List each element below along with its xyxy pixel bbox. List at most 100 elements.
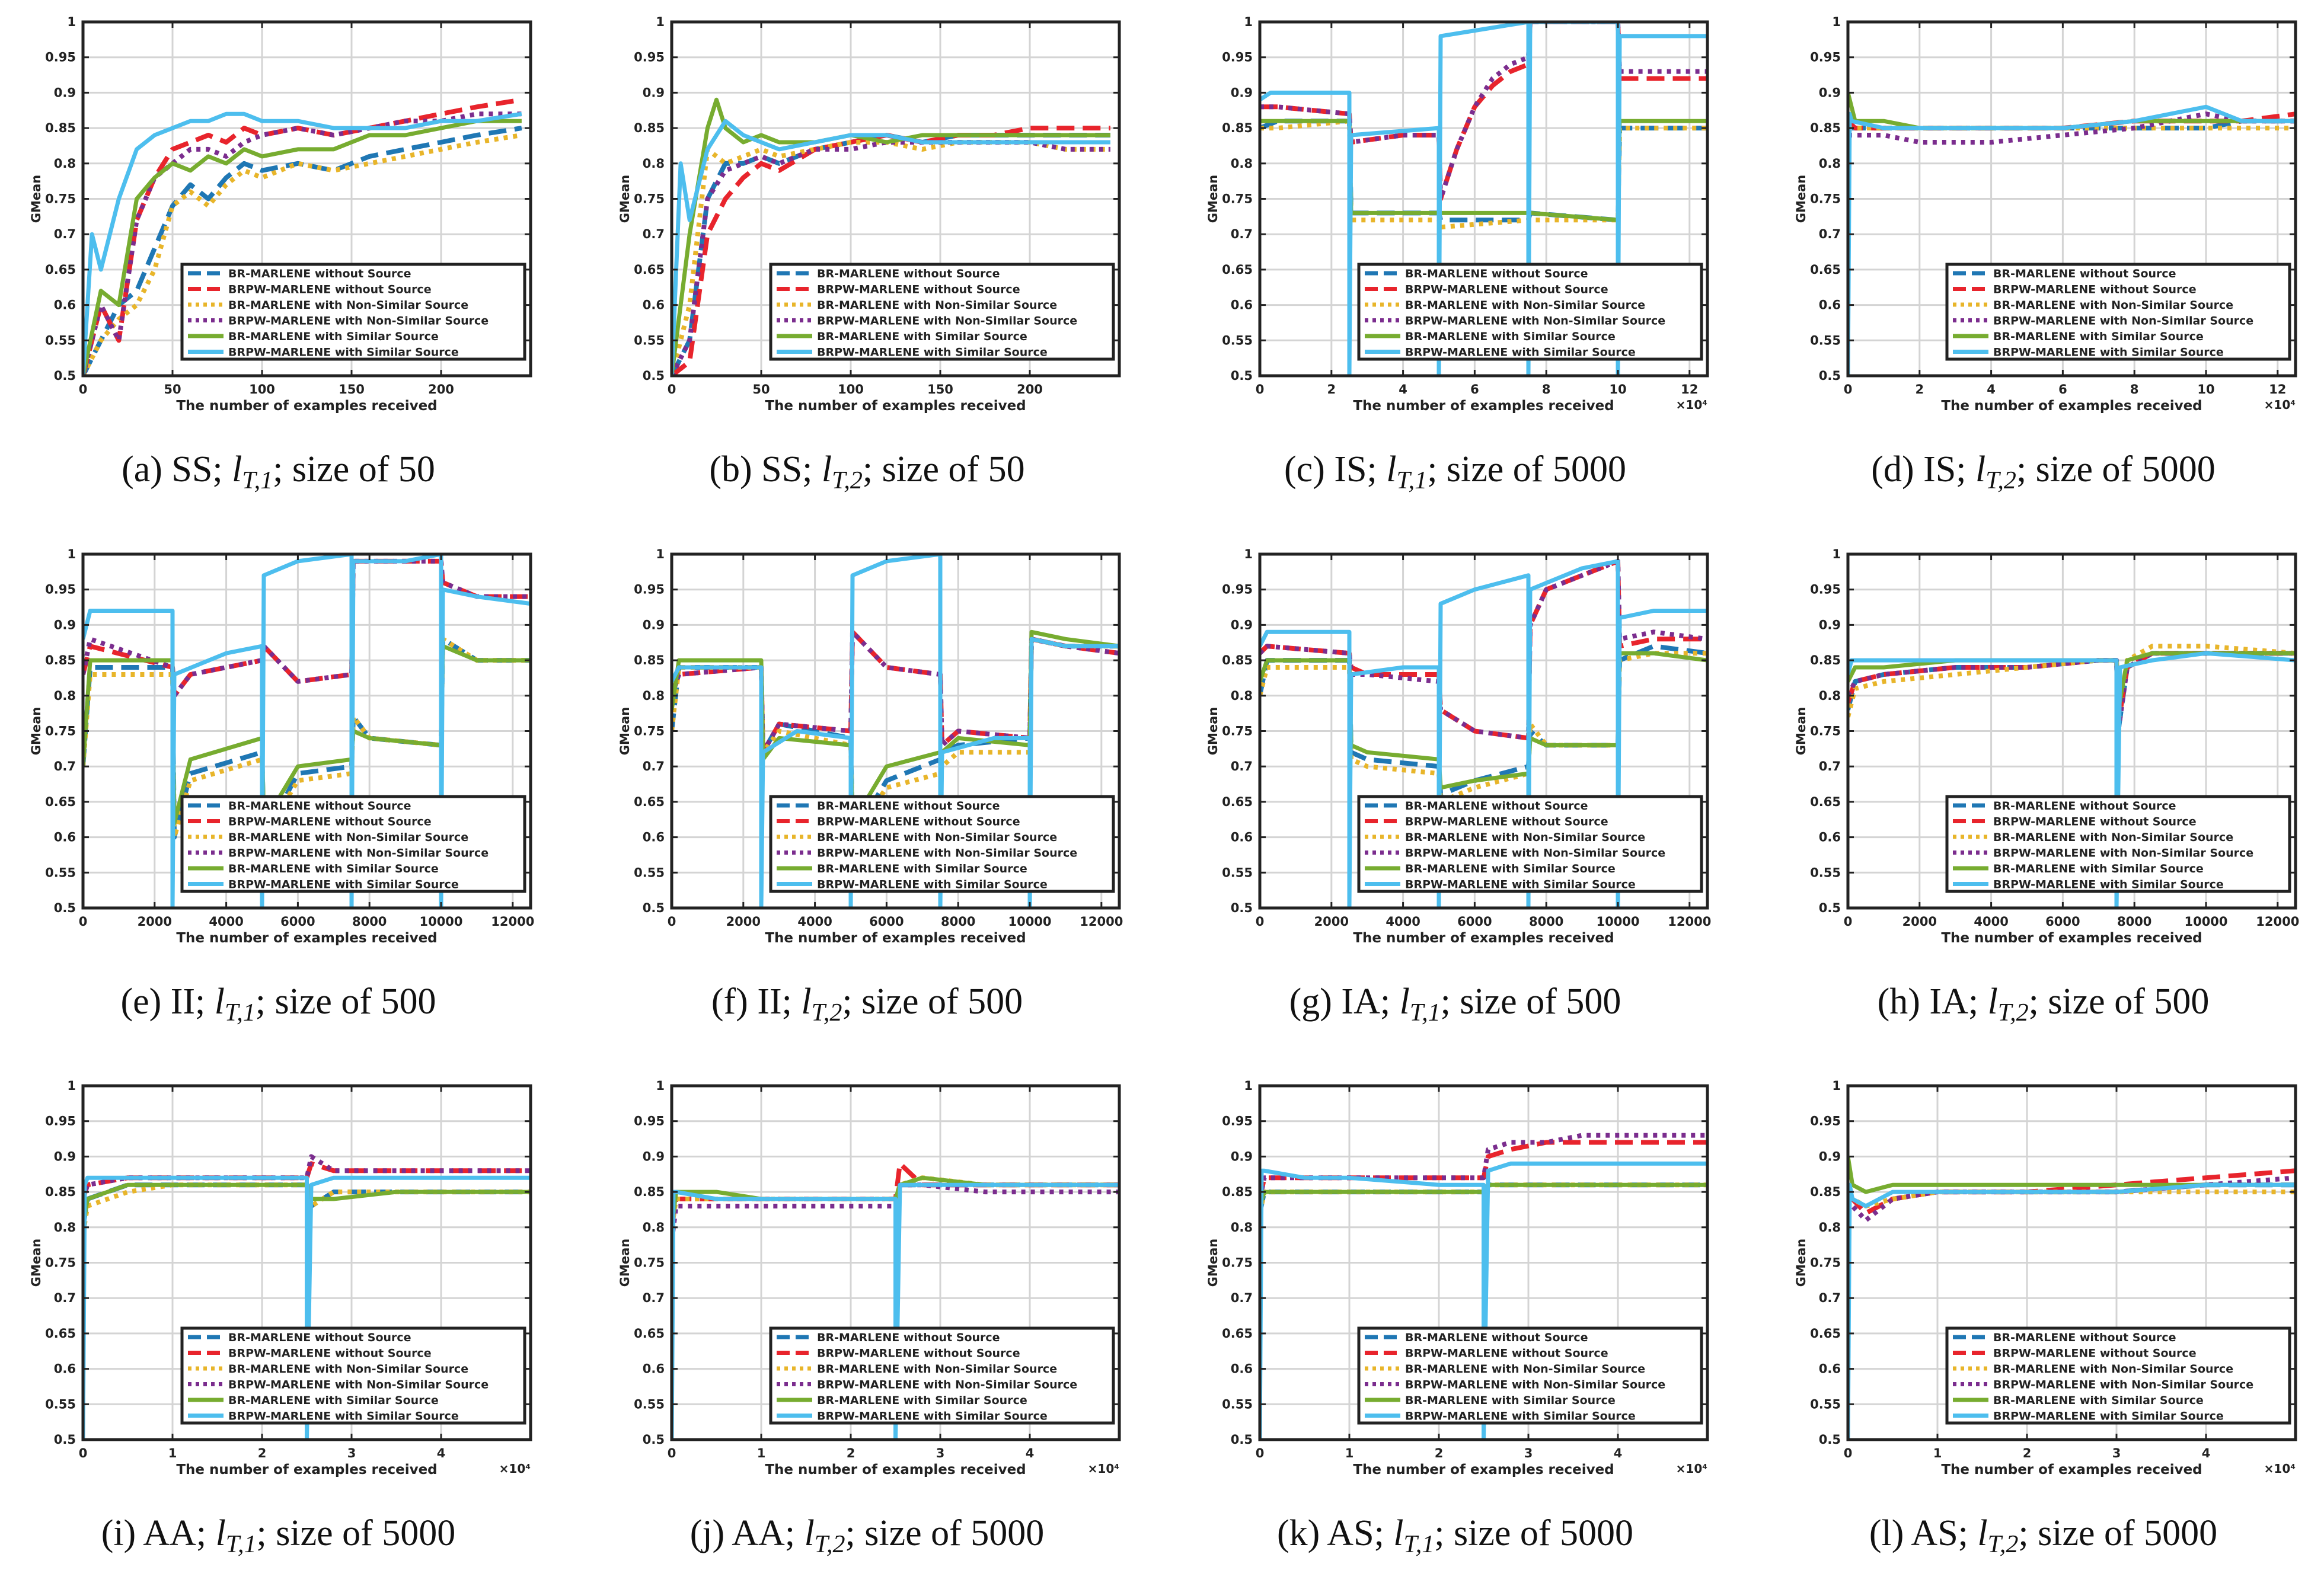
y-tick-label: 0.75 [1222, 1256, 1253, 1270]
y-tick-label: 0.85 [1810, 121, 1841, 135]
panel-caption: (g) IA; lT,1; size of 500 [1289, 981, 1621, 1027]
x-tick-label: 4 [1026, 1446, 1035, 1460]
legend-label-2: BRPW-MARLENE without Source [228, 816, 432, 829]
legend-label-4: BRPW-MARLENE with Non-Similar Source [228, 1379, 489, 1392]
y-tick-label: 0.55 [1810, 1397, 1841, 1411]
x-axis-label: The number of examples received [1353, 398, 1614, 414]
legend-box [180, 263, 526, 361]
series-line-2 [83, 97, 522, 376]
y-tick-label: 0.85 [45, 653, 76, 667]
x-tick-label: 0 [668, 1446, 676, 1460]
legend: BR-MARLENE without Source BRPW-MARLENE wi… [1945, 795, 2291, 893]
chart-panel-b: 0 50 100 150 200 0.5 0.55 0.6 0.65 0.7 0.75 0.8 0.85… [618, 15, 1121, 494]
y-tick-label: 0.6 [643, 830, 665, 845]
y-tick-label: 0.5 [54, 901, 76, 915]
y-tick-label: 0.65 [1222, 1326, 1253, 1341]
legend-box [1357, 263, 1703, 361]
legend: BR-MARLENE without Source BRPW-MARLENE wi… [1945, 263, 2291, 361]
x-tick-label: 2000 [1314, 914, 1349, 929]
y-tick-label: 0.65 [634, 1326, 665, 1341]
series-line-6 [672, 119, 1110, 376]
legend-label-6: BRPW-MARLENE with Similar Source [1993, 878, 2224, 891]
caption-symbol: l [216, 1513, 226, 1553]
legend-label-2: BRPW-MARLENE without Source [817, 816, 1020, 829]
legend-label-1: BR-MARLENE without Source [1993, 267, 2176, 280]
x-tick-label: 8000 [352, 914, 387, 929]
legend-label-2: BRPW-MARLENE without Source [1405, 283, 1608, 296]
y-tick-label: 0.5 [1819, 1432, 1841, 1447]
legend-label-1: BR-MARLENE without Source [817, 800, 1000, 813]
series-group [1260, 1133, 1707, 1440]
x-tick-label: 12 [2269, 382, 2286, 396]
x-tick-label: 3 [1524, 1446, 1533, 1460]
x-tick-label: 4 [1614, 1446, 1623, 1460]
series-line-6 [1260, 1161, 1707, 1440]
x-tick-label: 0 [79, 1446, 88, 1460]
y-tick-label: 0.85 [1810, 1185, 1841, 1199]
y-tick-label: 0.5 [643, 1432, 665, 1447]
legend-label-3: BR-MARLENE with Non-Similar Source [817, 299, 1057, 312]
panel-caption: (j) AA; lT,2; size of 5000 [690, 1513, 1045, 1558]
x-tick-label: 3 [936, 1446, 945, 1460]
caption-prefix: (i) AA; [101, 1513, 216, 1553]
x-axis-label: The number of examples received [1941, 398, 2202, 414]
axes-box [1846, 552, 2297, 910]
legend-label-4: BRPW-MARLENE with Non-Similar Source [1405, 315, 1665, 328]
x-exponent-label: ×10⁴ [2264, 398, 2296, 412]
legend-box [1945, 1326, 2291, 1425]
legend: BR-MARLENE without Source BRPW-MARLENE wi… [769, 795, 1115, 893]
series-line-4 [1848, 651, 2296, 734]
caption-symbol: l [1400, 981, 1410, 1022]
x-tick-label: 0 [1844, 382, 1853, 396]
y-tick-label: 0.9 [1231, 1149, 1253, 1163]
y-tick-label: 0.95 [1810, 1114, 1841, 1128]
x-tick-label: 4 [2202, 1446, 2211, 1460]
legend-label-5: BR-MARLENE with Similar Source [817, 330, 1027, 343]
y-tick-label: 0.7 [1231, 227, 1253, 241]
series-line-5 [83, 119, 522, 376]
y-tick-label: 0.7 [54, 227, 76, 241]
x-tick-label: 2 [1327, 382, 1336, 396]
y-tick-label: 0.8 [1231, 1220, 1253, 1235]
x-tick-label: 4000 [1974, 914, 2008, 929]
caption-suffix: ; size of 500 [256, 981, 436, 1022]
y-tick-label: 0.95 [1222, 50, 1253, 65]
x-tick-label: 200 [1017, 382, 1043, 396]
x-tick-label: 0 [668, 914, 676, 929]
x-tick-label: 0 [1844, 914, 1853, 929]
caption-subscript: T,2 [1985, 467, 2016, 494]
x-tick-label: 10000 [1596, 914, 1639, 929]
y-tick-label: 0.8 [54, 156, 76, 171]
legend: BR-MARLENE without Source BRPW-MARLENE wi… [180, 263, 526, 361]
y-tick-label: 0.9 [1819, 618, 1841, 632]
caption-subscript: T,1 [226, 1531, 257, 1558]
x-exponent-label: ×10⁴ [2264, 1462, 2296, 1476]
y-tick-label: 0.95 [45, 50, 76, 65]
panel-caption: (k) AS; lT,1; size of 5000 [1277, 1513, 1633, 1558]
chart-panel-h: 0 2000 4000 6000 8000 10000 12000 0.5 0.55 0.6 0.6… [1794, 547, 2299, 1027]
legend-box [1357, 1326, 1703, 1425]
y-tick-label: 0.75 [45, 724, 76, 738]
caption-subscript: T,2 [815, 1531, 845, 1558]
caption-symbol: l [1393, 1513, 1403, 1553]
y-tick-label: 0.8 [643, 1220, 665, 1235]
y-tick-label: 0.65 [1810, 795, 1841, 809]
series-group [83, 554, 531, 908]
panel-caption: (l) AS; lT,2; size of 5000 [1869, 1513, 2217, 1558]
legend-label-6: BRPW-MARLENE with Similar Source [228, 346, 459, 359]
y-tick-label: 1 [1244, 15, 1253, 29]
y-tick-label: 0.75 [1810, 192, 1841, 206]
y-tick-label: 0.7 [1819, 759, 1841, 773]
legend-label-5: BR-MARLENE with Similar Source [1405, 330, 1616, 343]
legend-label-4: BRPW-MARLENE with Non-Similar Source [1993, 315, 2253, 328]
y-tick-label: 0.85 [1222, 121, 1253, 135]
x-tick-label: 10000 [419, 914, 462, 929]
x-axis-label: The number of examples received [765, 931, 1026, 946]
legend-label-2: BRPW-MARLENE without Source [1405, 1347, 1608, 1360]
caption-symbol: l [1988, 981, 1998, 1022]
series-group [672, 554, 1119, 908]
y-tick-label: 0.6 [54, 830, 76, 845]
y-tick-label: 0.65 [634, 263, 665, 277]
y-axis-label: GMean [29, 175, 43, 223]
